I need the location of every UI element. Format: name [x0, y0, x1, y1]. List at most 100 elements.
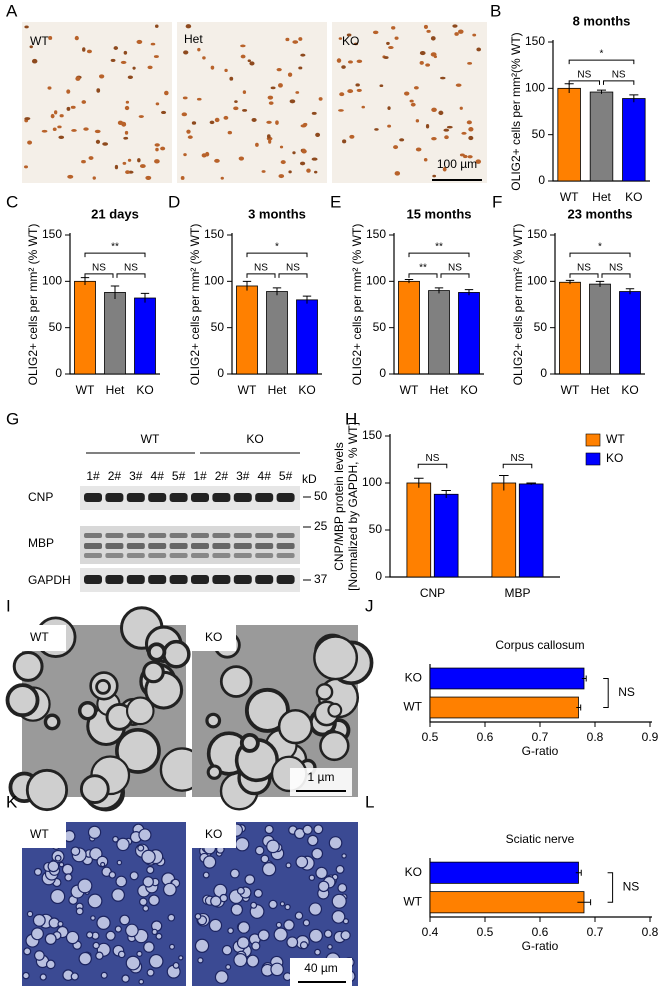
axon	[87, 825, 102, 839]
band-label: MBP	[28, 536, 54, 550]
axon	[270, 962, 284, 977]
axon	[327, 702, 343, 718]
band	[126, 533, 145, 538]
error-bar	[414, 477, 424, 488]
cell	[223, 115, 229, 120]
y-axis-label: OLIG2+ cells per mm² (% WT)	[511, 224, 525, 386]
cell	[318, 97, 323, 101]
cell	[280, 160, 286, 165]
significance-bracket	[569, 252, 631, 258]
y-tick-label: 50	[211, 320, 225, 334]
bar	[236, 285, 258, 375]
axon	[266, 839, 280, 854]
band	[148, 493, 167, 502]
band	[169, 553, 188, 558]
cell	[347, 60, 353, 64]
cell	[387, 124, 392, 128]
cell	[461, 131, 467, 135]
label-box	[22, 822, 66, 848]
axon	[244, 874, 256, 885]
chart-title: 21 days	[91, 206, 139, 221]
axon	[33, 950, 45, 961]
cell	[426, 29, 431, 33]
error-bar	[499, 474, 509, 491]
cell	[233, 106, 239, 111]
cell	[356, 59, 363, 64]
axon	[227, 927, 234, 935]
axon	[236, 936, 250, 950]
cell	[160, 146, 166, 151]
bar	[518, 483, 544, 578]
band	[255, 553, 274, 558]
band	[105, 533, 124, 538]
legend-swatch	[585, 452, 601, 466]
bar	[622, 98, 646, 182]
cell	[394, 171, 401, 176]
axon	[146, 865, 155, 875]
scale-label: 1 µm	[308, 770, 335, 784]
chart-title: 3 months	[248, 206, 306, 221]
axon	[116, 859, 123, 866]
marker-label: 50	[314, 489, 328, 503]
axon	[138, 897, 148, 907]
error-bar	[596, 89, 607, 94]
x-tick-label: KO	[625, 190, 642, 204]
cell	[57, 125, 62, 129]
x-tick-label: WT	[560, 190, 579, 204]
label-box	[192, 625, 236, 651]
axon	[33, 867, 43, 876]
axon	[64, 873, 73, 882]
axon	[327, 944, 333, 950]
cell	[315, 132, 321, 137]
cell	[413, 86, 419, 90]
cell	[180, 176, 185, 180]
axon	[335, 864, 345, 874]
significance-bracket	[601, 273, 631, 278]
significance-bracket	[417, 463, 448, 469]
cell	[442, 167, 447, 172]
cell	[383, 56, 389, 59]
cell	[268, 101, 274, 105]
axon	[148, 953, 164, 969]
significance-label: **	[111, 242, 119, 253]
axon	[136, 950, 143, 957]
axon	[286, 936, 299, 949]
band	[191, 553, 209, 558]
axon	[77, 700, 98, 721]
cell	[372, 30, 379, 35]
axon	[194, 913, 202, 920]
y-axis-label: OLIG2+ cells per mm² (% WT)	[26, 224, 40, 386]
cell	[374, 128, 379, 131]
significance-bracket	[246, 273, 276, 278]
cell	[433, 55, 438, 59]
significance-label: NS	[618, 685, 635, 699]
bar	[429, 696, 579, 719]
band	[212, 493, 231, 502]
significance-bracket	[408, 252, 470, 258]
micrograph	[22, 22, 172, 183]
lane-label: 1#	[193, 469, 207, 483]
cell	[197, 47, 201, 52]
axon	[50, 888, 66, 905]
axon	[5, 683, 40, 718]
axon	[257, 929, 270, 942]
y-tick-label: 0	[538, 173, 545, 187]
axon	[111, 888, 125, 902]
axon	[142, 904, 150, 912]
cell	[224, 68, 228, 73]
x-tick-label: Het	[268, 383, 287, 397]
axon	[246, 954, 260, 968]
band	[212, 575, 231, 584]
y-tick-label: 100	[527, 274, 547, 288]
axon	[317, 880, 330, 893]
significance-bracket	[246, 252, 308, 258]
significance-label: NS	[577, 70, 591, 81]
cell	[300, 124, 307, 128]
cell	[181, 112, 188, 117]
cell	[136, 39, 143, 45]
label-box	[192, 822, 236, 848]
bar	[619, 291, 641, 375]
axon	[337, 883, 348, 893]
error-bar	[577, 899, 592, 906]
image-label: WT	[30, 630, 49, 644]
